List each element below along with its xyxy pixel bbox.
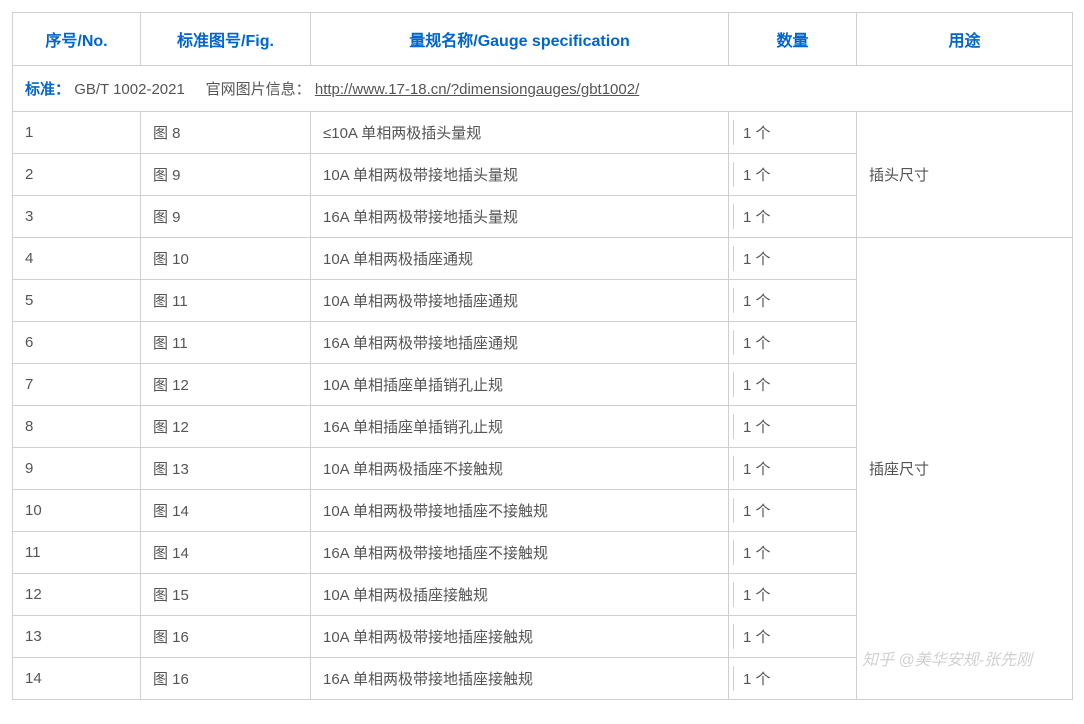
cell-spec: 16A 单相插座单插销孔止规 xyxy=(311,406,729,448)
cell-spec: 16A 单相两极带接地插座通规 xyxy=(311,322,729,364)
standard-label: 标准： xyxy=(25,81,70,98)
cell-no: 4 xyxy=(13,238,141,280)
cell-spec: 10A 单相插座单插销孔止规 xyxy=(311,364,729,406)
cell-qty: 1 个 xyxy=(729,616,857,658)
cell-no: 10 xyxy=(13,490,141,532)
cell-fig: 图 11 xyxy=(141,322,311,364)
cell-qty: 1 个 xyxy=(729,532,857,574)
cell-qty: 1 个 xyxy=(729,154,857,196)
cell-qty: 1 个 xyxy=(729,658,857,700)
cell-qty: 1 个 xyxy=(729,280,857,322)
cell-fig: 图 9 xyxy=(141,196,311,238)
cell-fig: 图 16 xyxy=(141,658,311,700)
col-fig: 标准图号/Fig. xyxy=(141,13,311,66)
cell-no: 8 xyxy=(13,406,141,448)
cell-no: 2 xyxy=(13,154,141,196)
standard-row: 标准： GB/T 1002-2021 官网图片信息： http://www.17… xyxy=(13,66,1073,112)
standard-url-link[interactable]: http://www.17-18.cn/?dimensiongauges/gbt… xyxy=(315,81,639,98)
standard-info-label: 官网图片信息： xyxy=(206,81,311,98)
cell-no: 9 xyxy=(13,448,141,490)
cell-spec: 10A 单相两极带接地插头量规 xyxy=(311,154,729,196)
cell-spec: 10A 单相两极插座通规 xyxy=(311,238,729,280)
col-no: 序号/No. xyxy=(13,13,141,66)
cell-spec: ≤10A 单相两极插头量规 xyxy=(311,112,729,154)
cell-spec: 16A 单相两极带接地插头量规 xyxy=(311,196,729,238)
col-qty: 数量 xyxy=(729,13,857,66)
cell-spec: 16A 单相两极带接地插座接触规 xyxy=(311,658,729,700)
cell-qty: 1 个 xyxy=(729,322,857,364)
cell-qty: 1 个 xyxy=(729,574,857,616)
cell-no: 13 xyxy=(13,616,141,658)
cell-spec: 10A 单相两极带接地插座接触规 xyxy=(311,616,729,658)
cell-fig: 图 14 xyxy=(141,490,311,532)
table-row: 4 图 10 10A 单相两极插座通规 1 个 插座尺寸 xyxy=(13,238,1073,280)
cell-use-plug: 插头尺寸 xyxy=(857,112,1073,238)
cell-no: 5 xyxy=(13,280,141,322)
header-row: 序号/No. 标准图号/Fig. 量规名称/Gauge specificatio… xyxy=(13,13,1073,66)
cell-qty: 1 个 xyxy=(729,406,857,448)
cell-qty: 1 个 xyxy=(729,238,857,280)
cell-fig: 图 14 xyxy=(141,532,311,574)
cell-no: 3 xyxy=(13,196,141,238)
cell-no: 14 xyxy=(13,658,141,700)
cell-no: 7 xyxy=(13,364,141,406)
cell-qty: 1 个 xyxy=(729,490,857,532)
cell-spec: 10A 单相两极插座接触规 xyxy=(311,574,729,616)
cell-qty: 1 个 xyxy=(729,196,857,238)
cell-fig: 图 8 xyxy=(141,112,311,154)
cell-no: 6 xyxy=(13,322,141,364)
cell-no: 11 xyxy=(13,532,141,574)
cell-spec: 16A 单相两极带接地插座不接触规 xyxy=(311,532,729,574)
cell-no: 12 xyxy=(13,574,141,616)
cell-qty: 1 个 xyxy=(729,112,857,154)
col-spec: 量规名称/Gauge specification xyxy=(311,13,729,66)
standard-code: GB/T 1002-2021 xyxy=(74,81,185,98)
cell-fig: 图 9 xyxy=(141,154,311,196)
table-row: 1 图 8 ≤10A 单相两极插头量规 1 个 插头尺寸 xyxy=(13,112,1073,154)
cell-fig: 图 13 xyxy=(141,448,311,490)
cell-fig: 图 10 xyxy=(141,238,311,280)
cell-spec: 10A 单相两极带接地插座通规 xyxy=(311,280,729,322)
cell-qty: 1 个 xyxy=(729,448,857,490)
cell-no: 1 xyxy=(13,112,141,154)
cell-use-socket: 插座尺寸 xyxy=(857,238,1073,700)
cell-spec: 10A 单相两极插座不接触规 xyxy=(311,448,729,490)
cell-fig: 图 16 xyxy=(141,616,311,658)
cell-fig: 图 11 xyxy=(141,280,311,322)
gauge-table: 序号/No. 标准图号/Fig. 量规名称/Gauge specificatio… xyxy=(12,12,1073,700)
cell-fig: 图 12 xyxy=(141,364,311,406)
cell-fig: 图 12 xyxy=(141,406,311,448)
cell-fig: 图 15 xyxy=(141,574,311,616)
cell-qty: 1 个 xyxy=(729,364,857,406)
cell-spec: 10A 单相两极带接地插座不接触规 xyxy=(311,490,729,532)
col-use: 用途 xyxy=(857,13,1073,66)
